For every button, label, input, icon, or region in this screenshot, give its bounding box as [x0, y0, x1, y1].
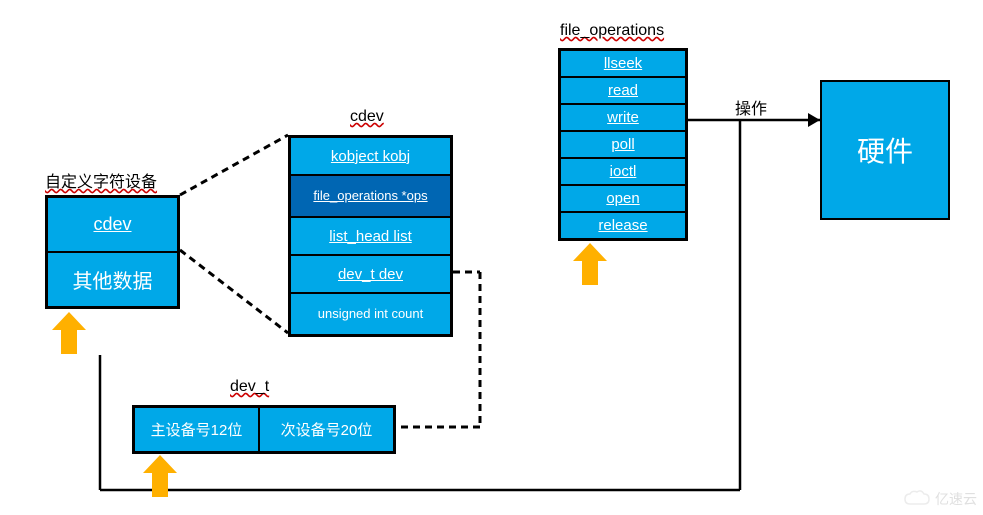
custom-row-cdev: cdev — [47, 197, 178, 252]
fops-poll: poll — [560, 131, 686, 158]
hardware-box: 硬件 — [820, 80, 950, 220]
devt-box: 主设备号12位 次设备号20位 — [132, 405, 396, 454]
custom-title: 自定义字符设备 — [45, 168, 157, 192]
devt-minor: 次设备号20位 — [259, 407, 394, 452]
watermark-text: 亿速云 — [935, 489, 977, 509]
fops-release: release — [560, 212, 686, 239]
fops-llseek: llseek — [560, 50, 686, 77]
devt-title: dev_t — [230, 378, 269, 396]
cdev-row-kobj: kobject kobj — [290, 137, 451, 175]
custom-box: cdev 其他数据 — [45, 195, 180, 309]
cdev-box: kobject kobj file_operations *ops list_h… — [288, 135, 453, 337]
fops-read: read — [560, 77, 686, 104]
cdev-row-list: list_head list — [290, 217, 451, 255]
cdev-row-devt: dev_t dev — [290, 255, 451, 293]
watermark: 亿速云 — [903, 489, 977, 509]
fops-box: llseek read write poll ioctl open releas… — [558, 48, 688, 241]
arrow-devt — [143, 455, 177, 497]
devt-major: 主设备号12位 — [134, 407, 259, 452]
custom-row-other: 其他数据 — [47, 252, 178, 307]
fops-ioctl: ioctl — [560, 158, 686, 185]
cdev-row-count: unsigned int count — [290, 293, 451, 335]
fops-title: file_operations — [560, 22, 664, 40]
fops-open: open — [560, 185, 686, 212]
arrow-custom — [52, 312, 86, 354]
arrow-fops — [573, 243, 607, 285]
fops-write: write — [560, 104, 686, 131]
cdev-row-fops: file_operations *ops — [290, 175, 451, 217]
op-label: 操作 — [735, 95, 767, 119]
hardware-label: 硬件 — [857, 130, 913, 170]
cdev-title: cdev — [350, 108, 384, 126]
